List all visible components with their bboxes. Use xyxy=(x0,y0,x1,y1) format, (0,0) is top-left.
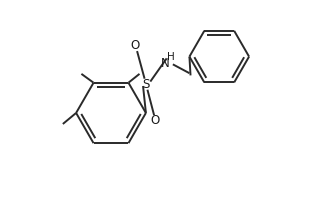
Text: O: O xyxy=(131,39,140,52)
Text: S: S xyxy=(143,78,150,91)
Text: O: O xyxy=(151,114,160,127)
Text: N: N xyxy=(161,57,170,70)
Text: H: H xyxy=(167,52,175,62)
